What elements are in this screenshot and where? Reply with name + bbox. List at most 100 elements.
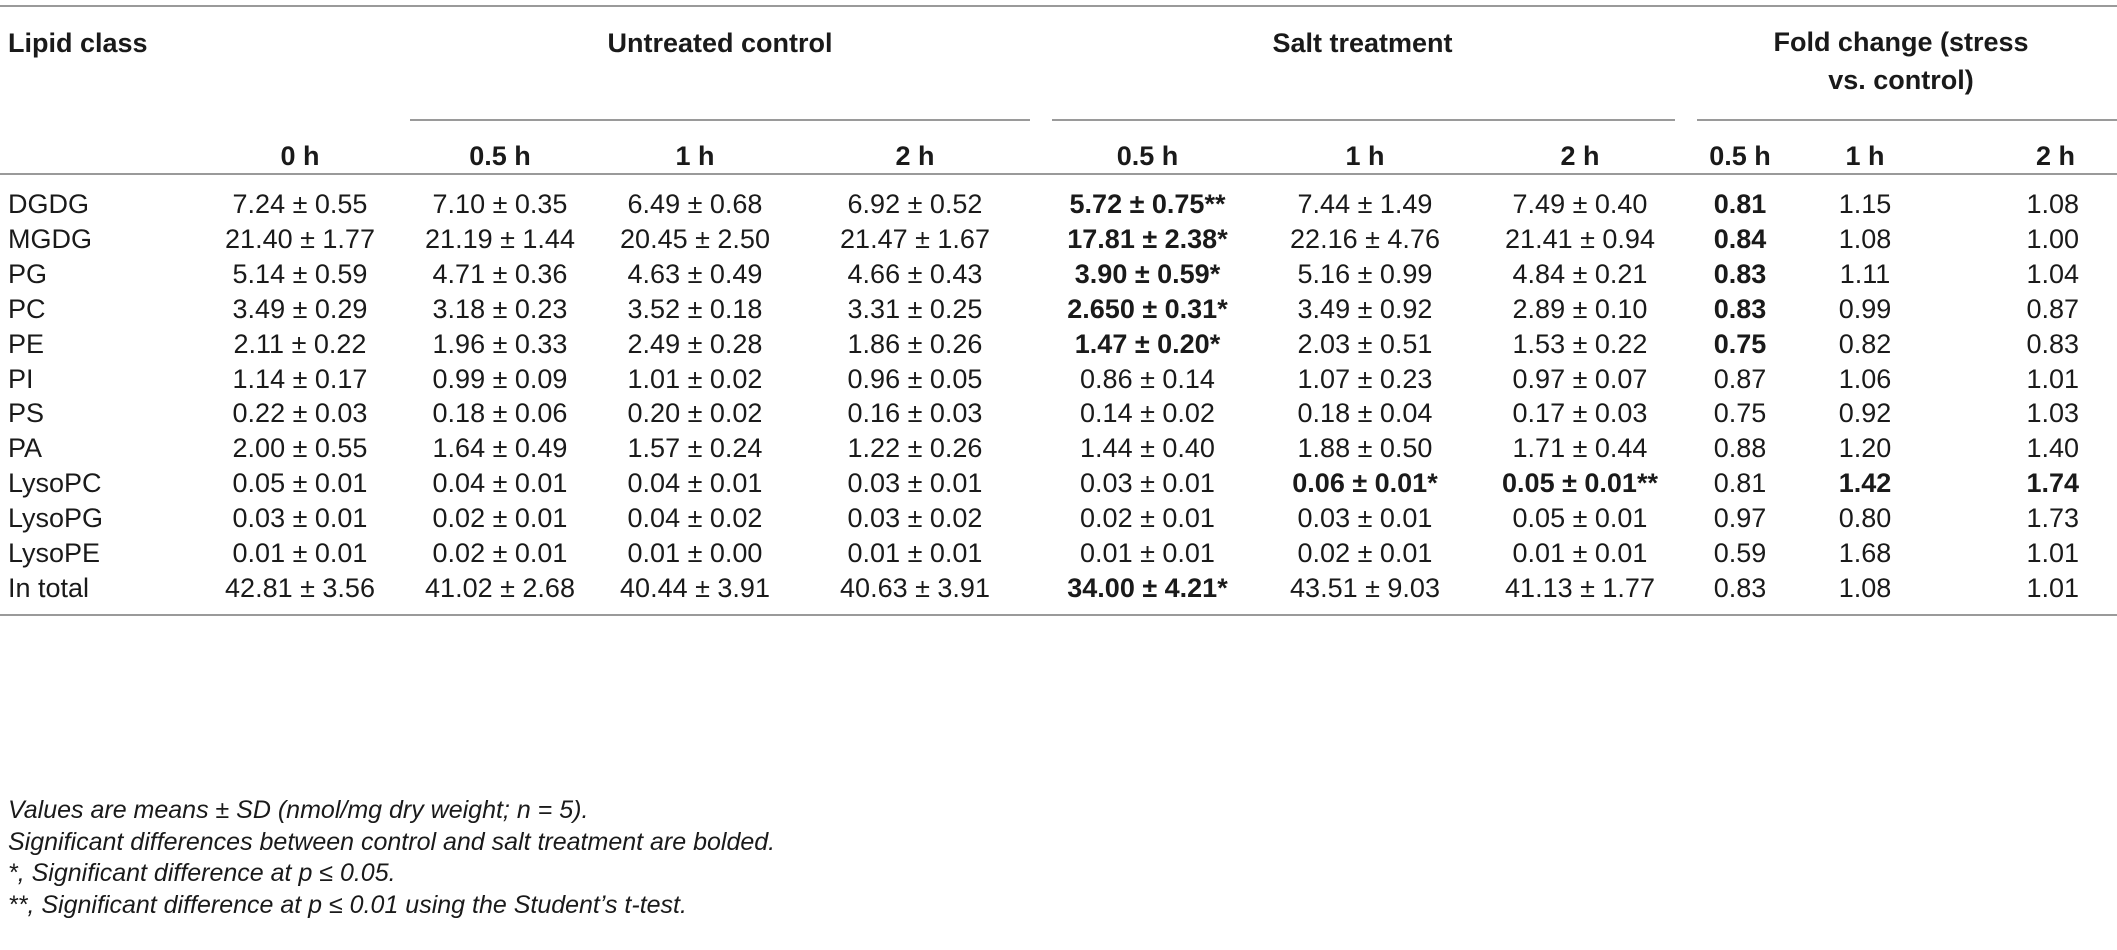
value-cell: 1.73 <box>2026 503 2079 534</box>
table-notes: Values are means ± SD (nmol/mg dry weigh… <box>8 795 775 921</box>
table-row: PA 2.00 ± 0.55 1.64 ± 0.49 1.57 ± 0.24 1.22 … <box>0 431 2117 466</box>
value-cell: 40.63 ± 3.91 <box>840 572 990 603</box>
value-cell: 1.22 ± 0.26 <box>847 433 983 464</box>
value-cell: 1.40 <box>2026 433 2079 464</box>
col-header: 0.5 h <box>1116 141 1179 171</box>
table-row: PS 0.22 ± 0.03 0.18 ± 0.06 0.20 ± 0.02 0.16 … <box>0 396 2117 431</box>
value-cell: 1.04 <box>2026 258 2079 289</box>
value-cell: 7.44 ± 1.49 <box>1297 189 1433 219</box>
value-cell: 1.06 <box>1838 363 1892 394</box>
value-cell: 41.02 ± 2.68 <box>425 572 575 603</box>
lipid-class-cell: PI <box>8 363 34 394</box>
value-cell: 0.05 ± 0.01 <box>232 468 368 499</box>
header-row-times: 0 h 0.5 h 1 h 2 h 0.5 h 1 h 2 h 0.5 h 1 … <box>0 135 2117 174</box>
table-row: LysoPG 0.03 ± 0.01 0.02 ± 0.01 0.04 ± 0.02 0… <box>0 501 2117 536</box>
lipid-class-cell: PC <box>8 293 46 324</box>
value-cell: 1.71 ± 0.44 <box>1512 433 1648 464</box>
value-cell: 0.86 ± 0.14 <box>1080 363 1215 394</box>
value-cell: 1.08 <box>1838 223 1892 254</box>
col-header: 2 h <box>2035 141 2075 171</box>
table-row: LysoPE 0.01 ± 0.01 0.02 ± 0.01 0.01 ± 0.00 0… <box>0 536 2117 571</box>
value-cell: 3.49 ± 0.29 <box>232 293 368 324</box>
value-cell: 21.19 ± 1.44 <box>425 223 575 254</box>
value-cell: 3.90 ± 0.59* <box>1074 258 1221 289</box>
value-cell: 0.03 ± 0.01 <box>847 468 983 499</box>
value-cell: 0.83 <box>1713 258 1767 289</box>
value-cell: 0.87 <box>1713 363 1767 394</box>
value-cell: 0.20 ± 0.02 <box>627 398 763 429</box>
value-cell: 3.52 ± 0.18 <box>627 293 763 324</box>
table-row: LysoPC 0.05 ± 0.01 0.04 ± 0.01 0.04 ± 0.01 0… <box>0 466 2117 501</box>
value-cell: 1.01 <box>2026 363 2079 394</box>
value-cell: 0.01 ± 0.01 <box>1080 538 1215 569</box>
table-row: PG 5.14 ± 0.59 4.71 ± 0.36 4.63 ± 0.49 4.66 … <box>0 257 2117 292</box>
value-cell: 1.88 ± 0.50 <box>1297 433 1433 464</box>
value-cell: 0.04 ± 0.01 <box>432 468 568 499</box>
value-cell: 40.44 ± 3.91 <box>620 572 770 603</box>
value-cell: 21.41 ± 0.94 <box>1505 223 1655 254</box>
value-cell: 1.11 <box>1839 258 1891 289</box>
value-cell: 0.81 <box>1713 468 1767 499</box>
lipid-class-cell: LysoPC <box>8 468 102 499</box>
value-cell: 0.04 ± 0.02 <box>627 503 763 534</box>
value-cell: 17.81 ± 2.38* <box>1067 223 1228 254</box>
value-cell: 0.16 ± 0.03 <box>847 398 983 429</box>
value-cell: 1.03 <box>2026 398 2079 429</box>
value-cell: 0.01 ± 0.01 <box>847 538 983 569</box>
value-cell: 0.17 ± 0.03 <box>1512 398 1648 429</box>
value-cell: 2.03 ± 0.51 <box>1297 328 1433 359</box>
value-cell: 6.49 ± 0.68 <box>627 189 763 219</box>
header-lipid-class: Lipid class <box>8 28 148 58</box>
header-fold-change-line1: Fold change (stress <box>1773 27 2029 57</box>
value-cell: 0.83 <box>2026 328 2079 359</box>
value-cell: 1.74 <box>2026 468 2079 499</box>
value-cell: 0.01 ± 0.00 <box>627 538 763 569</box>
value-cell: 1.08 <box>1838 572 1892 603</box>
value-cell: 2.89 ± 0.10 <box>1512 293 1648 324</box>
lipid-class-cell: LysoPE <box>8 538 101 569</box>
col-header: 1 h <box>1845 141 1885 171</box>
lipid-table: Lipid class Untreated control Salt treat… <box>0 5 2117 617</box>
value-cell: 7.49 ± 0.40 <box>1512 189 1648 219</box>
value-cell: 1.44 ± 0.40 <box>1080 433 1215 464</box>
value-cell: 7.10 ± 0.35 <box>432 189 568 219</box>
note-p005: *, Significant difference at p ≤ 0.05. <box>8 859 396 887</box>
value-cell: 1.96 ± 0.33 <box>432 328 568 359</box>
value-cell: 0.14 ± 0.02 <box>1080 398 1215 429</box>
header-fold-change-line2: vs. control) <box>1828 65 1974 95</box>
col-header: 0 h <box>280 141 320 171</box>
col-header: 2 h <box>895 141 935 171</box>
value-cell: 1.01 ± 0.02 <box>627 363 763 394</box>
table-row: In total 42.81 ± 3.56 41.02 ± 2.68 40.44 ± … <box>0 571 2117 606</box>
value-cell: 1.47 ± 0.20* <box>1074 328 1221 359</box>
value-cell: 6.92 ± 0.52 <box>847 189 983 219</box>
value-cell: 1.20 <box>1838 433 1892 464</box>
value-cell: 0.03 ± 0.01 <box>1297 503 1433 534</box>
note-p001: **, Significant difference at p ≤ 0.01 u… <box>8 890 687 919</box>
value-cell: 0.80 <box>1838 503 1892 534</box>
table-row: PC 3.49 ± 0.29 3.18 ± 0.23 3.52 ± 0.18 3.31 … <box>0 292 2117 327</box>
lipid-class-cell: MGDG <box>8 223 92 254</box>
value-cell: 0.01 ± 0.01 <box>1512 538 1648 569</box>
value-cell: 0.05 ± 0.01** <box>1502 468 1658 499</box>
value-cell: 4.71 ± 0.36 <box>432 258 568 289</box>
col-header: 2 h <box>1560 141 1600 171</box>
value-cell: 0.75 <box>1713 398 1767 429</box>
value-cell: 0.84 <box>1713 223 1767 254</box>
lipid-class-cell: PA <box>8 433 43 464</box>
value-cell: 34.00 ± 4.21* <box>1067 572 1228 603</box>
value-cell: 0.82 <box>1838 328 1892 359</box>
value-cell: 1.01 <box>2026 572 2079 603</box>
table-row: PI 1.14 ± 0.17 0.99 ± 0.09 1.01 ± 0.02 0.96 … <box>0 362 2117 397</box>
value-cell: 21.47 ± 1.67 <box>840 223 990 254</box>
value-cell: 0.05 ± 0.01 <box>1512 503 1648 534</box>
header-untreated-control: Untreated control <box>607 28 833 58</box>
value-cell: 0.99 ± 0.09 <box>432 363 568 394</box>
value-cell: 7.24 ± 0.55 <box>232 189 368 219</box>
value-cell: 0.81 <box>1713 189 1767 219</box>
value-cell: 0.88 <box>1713 433 1767 464</box>
value-cell: 0.97 ± 0.07 <box>1512 363 1648 394</box>
lipid-class-cell: PE <box>8 328 45 359</box>
note-means: Values are means ± SD (nmol/mg dry weigh… <box>8 796 589 824</box>
